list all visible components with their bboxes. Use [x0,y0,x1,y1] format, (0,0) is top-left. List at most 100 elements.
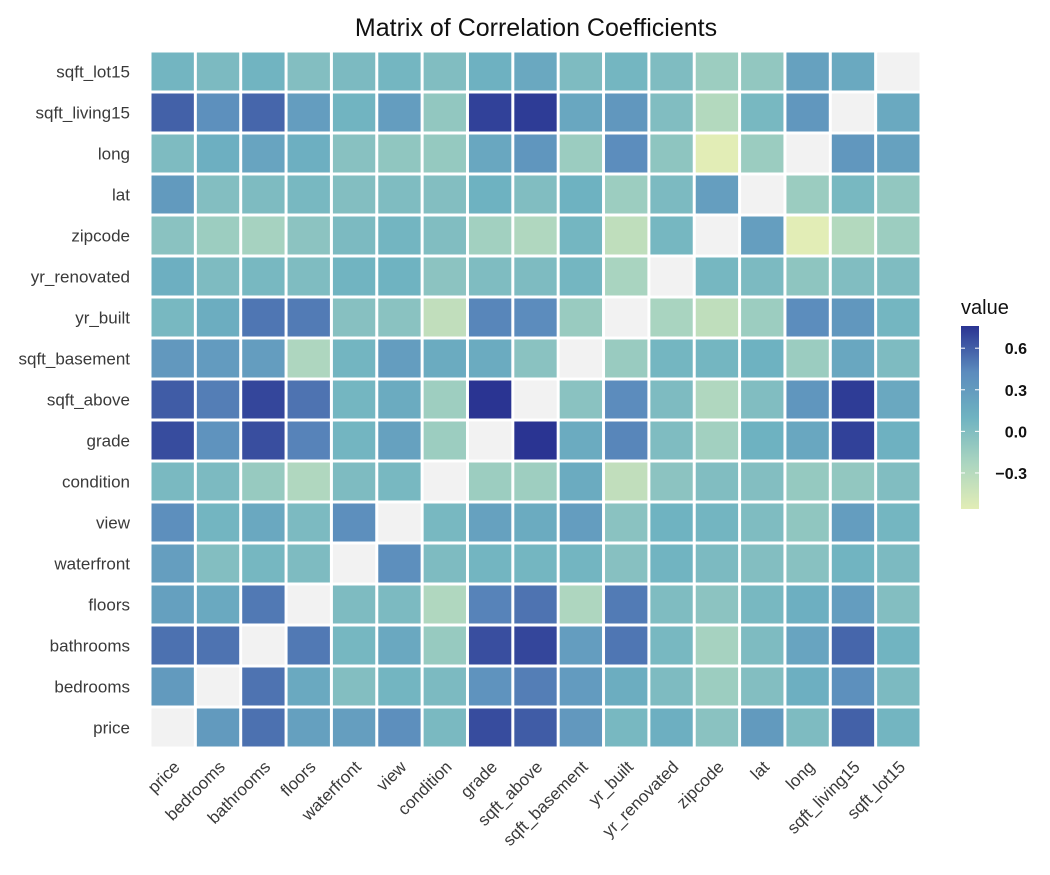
heatmap-cell-condition-view [378,462,421,501]
heatmap-cell-zipcode-yr_renovated [650,216,693,255]
legend-tick-label: 0.0 [1005,424,1027,441]
heatmap-cell-sqft_above-bathrooms [242,380,285,419]
heatmap-cell-sqft_above-waterfront [332,380,376,419]
heatmap-cell-sqft_basement-price [151,339,194,378]
heatmap-cell-sqft_living15-price [151,93,194,132]
heatmap-cell-price-yr_renovated [650,708,693,747]
heatmap-cell-sqft_above-bedrooms [196,380,240,419]
heatmap-cell-condition-sqft_living15 [831,462,875,501]
heatmap-cell-bedrooms-yr_renovated [650,667,693,706]
heatmap-cell-bathrooms-long [786,626,829,665]
heatmap-cell-sqft_lot15-zipcode [695,52,739,91]
legend-tick-label: 0.3 [1005,383,1027,400]
heatmap-cell-view-bedrooms [196,503,240,542]
heatmap-cell-bedrooms-zipcode [695,667,739,706]
heatmap-cell-view-yr_renovated [650,503,693,542]
heatmap-cell-waterfront-view [378,544,421,583]
y-tick-yr_built: yr_built [75,309,130,328]
heatmap-cell-yr_built-floors [287,298,330,337]
heatmap-cell-yr_built-price [151,298,194,337]
heatmap-cell-sqft_basement-view [378,339,421,378]
heatmap-cell-sqft_lot15-long [786,52,829,91]
heatmap-cell-sqft_basement-yr_renovated [650,339,693,378]
heatmap-cell-view-price [151,503,194,542]
heatmap-cell-lat-grade [468,175,512,214]
heatmap-cell-waterfront-grade [468,544,512,583]
heatmap-cell-zipcode-floors [287,216,330,255]
heatmap-cell-long-condition [423,134,466,173]
y-tick-price: price [93,719,130,738]
heatmap-cell-condition-sqft_above [514,462,557,501]
heatmap-cell-condition-yr_built [605,462,648,501]
heatmap-cell-floors-bedrooms [196,585,240,624]
heatmap-cell-yr_built-bathrooms [242,298,285,337]
heatmap-cell-price-bathrooms [242,708,285,747]
heatmap-cell-grade-floors [287,421,330,460]
heatmap-cell-price-price [151,708,194,747]
y-tick-view: view [96,514,131,533]
heatmap-cell-floors-waterfront [332,585,376,624]
y-tick-sqft_basement: sqft_basement [18,350,130,369]
heatmap-cell-bathrooms-condition [423,626,466,665]
heatmap-cell-floors-bathrooms [242,585,285,624]
heatmap-cell-bathrooms-bedrooms [196,626,240,665]
y-tick-long: long [98,145,130,164]
heatmap-cell-zipcode-sqft_above [514,216,557,255]
heatmap-cell-waterfront-long [786,544,829,583]
heatmap-cell-waterfront-sqft_living15 [831,544,875,583]
heatmap-cell-condition-grade [468,462,512,501]
heatmap-cell-bathrooms-yr_renovated [650,626,693,665]
heatmap-cell-zipcode-zipcode [695,216,739,255]
heatmap-cell-sqft_living15-grade [468,93,512,132]
heatmap-cell-price-lat [741,708,784,747]
heatmap-cell-grade-zipcode [695,421,739,460]
heatmap-cell-zipcode-grade [468,216,512,255]
heatmap-cell-bathrooms-sqft_above [514,626,557,665]
heatmap-cell-floors-sqft_lot15 [877,585,920,624]
heatmap-cell-bedrooms-floors [287,667,330,706]
heatmap-cell-long-sqft_above [514,134,557,173]
heatmap-cell-sqft_living15-lat [741,93,784,132]
heatmap-cell-price-waterfront [332,708,376,747]
color-legend: value 0.6 0.3 0.0 −0.3 [961,297,1027,509]
heatmap-cell-grade-grade [468,421,512,460]
heatmap-cell-price-sqft_living15 [831,708,875,747]
heatmap-cell-zipcode-waterfront [332,216,376,255]
heatmap-cell-floors-sqft_basement [559,585,603,624]
heatmap-cell-price-bedrooms [196,708,240,747]
heatmap-cell-grade-sqft_living15 [831,421,875,460]
heatmap-cell-grade-bedrooms [196,421,240,460]
heatmap-cell-zipcode-bathrooms [242,216,285,255]
heatmap-cell-sqft_above-sqft_basement [559,380,603,419]
heatmap-cell-long-grade [468,134,512,173]
heatmap-cell-yr_built-waterfront [332,298,376,337]
heatmap-cell-sqft_lot15-sqft_basement [559,52,603,91]
y-tick-sqft_above: sqft_above [47,391,130,410]
y-tick-sqft_lot15: sqft_lot15 [56,63,130,82]
heatmap-cell-yr_built-bedrooms [196,298,240,337]
heatmap-cell-sqft_living15-condition [423,93,466,132]
heatmap-cell-yr_renovated-grade [468,257,512,296]
heatmap-cell-long-zipcode [695,134,739,173]
heatmap-cell-sqft_above-long [786,380,829,419]
heatmap-cell-lat-sqft_above [514,175,557,214]
heatmap-cell-waterfront-condition [423,544,466,583]
heatmap-cell-condition-price [151,462,194,501]
heatmap-cell-long-sqft_basement [559,134,603,173]
heatmap-cell-condition-condition [423,462,466,501]
heatmap-cell-zipcode-sqft_living15 [831,216,875,255]
heatmap-cell-lat-bathrooms [242,175,285,214]
heatmap-cell-grade-bathrooms [242,421,285,460]
y-tick-lat: lat [112,186,130,205]
heatmap-cell-grade-yr_built [605,421,648,460]
heatmap-cell-bathrooms-sqft_basement [559,626,603,665]
heatmap-cell-grade-sqft_basement [559,421,603,460]
heatmap-cell-waterfront-price [151,544,194,583]
heatmap-cell-yr_renovated-lat [741,257,784,296]
x-tick-long: long [782,757,818,793]
heatmap-cell-yr_renovated-sqft_lot15 [877,257,920,296]
heatmap-cell-zipcode-sqft_lot15 [877,216,920,255]
heatmap-cell-bedrooms-long [786,667,829,706]
heatmap-cell-sqft_living15-waterfront [332,93,376,132]
